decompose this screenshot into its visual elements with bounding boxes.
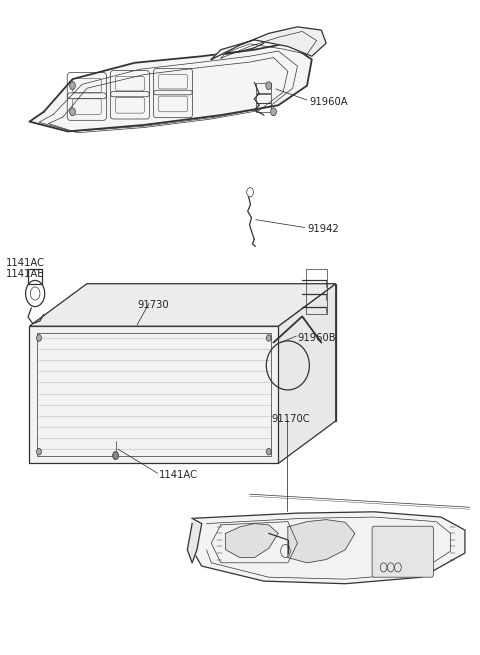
Circle shape xyxy=(36,449,41,455)
Polygon shape xyxy=(187,518,202,563)
Text: 1141AE: 1141AE xyxy=(5,269,44,279)
Circle shape xyxy=(113,452,119,460)
Circle shape xyxy=(266,335,271,341)
Circle shape xyxy=(70,108,75,116)
Polygon shape xyxy=(29,284,336,326)
Circle shape xyxy=(271,108,276,116)
Circle shape xyxy=(266,82,272,90)
Text: 1141AC: 1141AC xyxy=(158,470,198,480)
Circle shape xyxy=(70,82,75,90)
Polygon shape xyxy=(29,326,278,464)
Text: 91730: 91730 xyxy=(137,300,169,310)
Polygon shape xyxy=(288,519,355,563)
Text: 1141AC: 1141AC xyxy=(5,259,45,269)
Polygon shape xyxy=(192,512,465,584)
Circle shape xyxy=(266,449,271,455)
Polygon shape xyxy=(211,27,326,60)
Circle shape xyxy=(36,335,41,341)
FancyBboxPatch shape xyxy=(372,526,433,577)
Polygon shape xyxy=(29,43,312,132)
Text: 91170C: 91170C xyxy=(271,414,310,424)
Text: 91942: 91942 xyxy=(307,225,339,234)
Polygon shape xyxy=(278,284,336,464)
Polygon shape xyxy=(226,523,278,557)
Polygon shape xyxy=(87,284,336,421)
Text: 91960A: 91960A xyxy=(310,97,348,107)
Text: 91960B: 91960B xyxy=(298,333,336,343)
